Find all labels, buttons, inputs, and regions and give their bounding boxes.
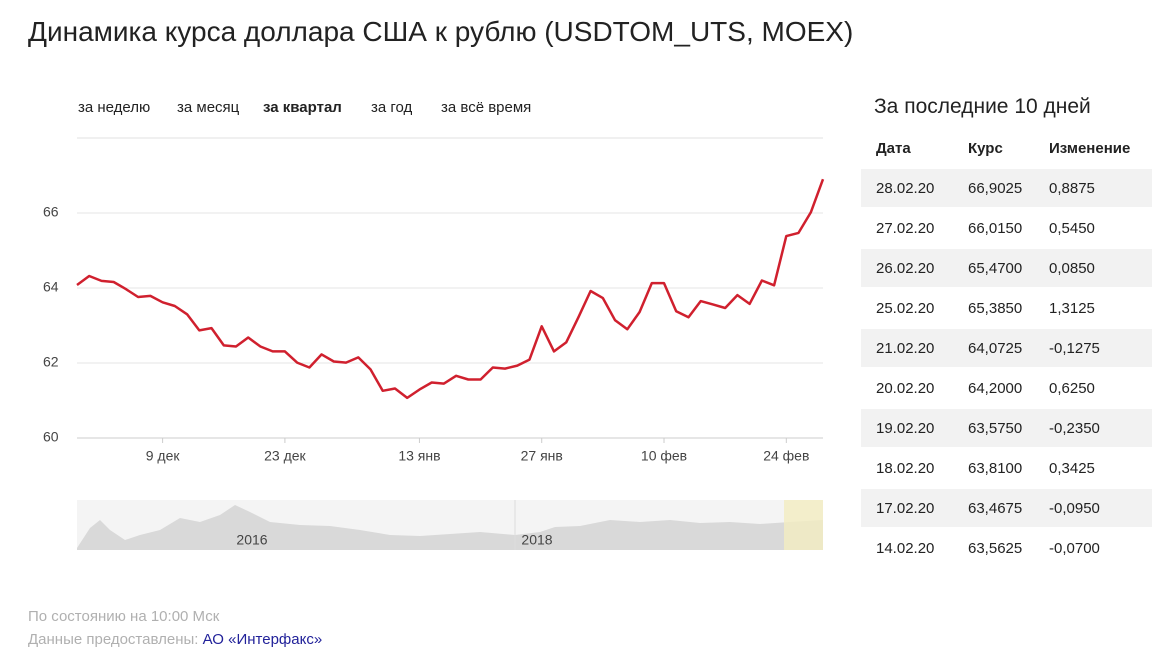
column-header: Курс [968,140,1003,157]
table-heading: За последние 10 дней [874,95,1091,118]
table-row: 21.02.20 64,0725 -0,1275 [861,329,1152,367]
column-header: Изменение [1049,140,1131,157]
table-row: 27.02.20 66,0150 0,5450 [861,209,1152,247]
x-tick-label: 9 дек [146,448,181,464]
table-row: 17.02.20 63,4675 -0,0950 [861,489,1152,527]
y-tick-label: 62 [43,354,59,370]
x-tick-label: 13 янв [398,448,440,464]
cell: -0,1275 [1049,340,1100,357]
navigator-window[interactable] [784,500,823,550]
cell: 65,4700 [968,260,1023,277]
chart: 2016 2018 60 62 64 66 9 дек 23 дек 13 янв 27 ян… [43,137,825,550]
cell: 14.02.20 [876,540,935,557]
page-title: Динамика курса доллара США к рублю (USDT… [28,16,854,47]
cell: 17.02.20 [876,500,935,517]
cell: 28.02.20 [876,180,935,197]
navigator-label: 2016 [236,532,267,548]
cell: 0,8875 [1049,180,1095,197]
column-header: Дата [876,140,911,157]
cell: 63,4675 [968,500,1023,517]
cell: 63,8100 [968,460,1023,477]
cell: 0,6250 [1049,380,1095,397]
cell: -0,0700 [1049,540,1100,557]
status: По состоянию на 10:00 Мск [28,608,220,625]
table-row: 26.02.20 65,4700 0,0850 [861,249,1152,287]
navigator-area [77,505,823,550]
cell: 0,3425 [1049,460,1095,477]
source: Данные предоставлены: АО «Интерфакс» [28,631,322,648]
table-row: 18.02.20 63,8100 0,3425 [861,449,1152,487]
table-row: 20.02.20 64,2000 0,6250 [861,369,1152,407]
tab[interactable]: за год [371,99,413,116]
cell: 66,0150 [968,220,1023,237]
cell: 26.02.20 [876,260,935,277]
tab[interactable]: за неделю [78,99,151,116]
cell: -0,0950 [1049,500,1100,517]
y-tick-label: 64 [43,279,59,295]
cell: 64,2000 [968,380,1023,397]
cell: 19.02.20 [876,420,935,437]
cell: 18.02.20 [876,460,935,477]
table-row: 14.02.20 63,5625 -0,0700 [861,529,1152,567]
cell: 25.02.20 [876,300,935,317]
cell: -0,2350 [1049,420,1100,437]
y-tick-label: 60 [43,429,59,445]
cell: 66,9025 [968,180,1023,197]
cell: 20.02.20 [876,380,935,397]
navigator-label: 2018 [521,532,552,548]
cell: 63,5625 [968,540,1023,557]
cell: 64,0725 [968,340,1023,357]
table-row: 25.02.20 65,3850 1,3125 [861,289,1152,327]
price-line [76,178,825,400]
table-row: 19.02.20 63,5750 -0,2350 [861,409,1152,447]
cell: 0,5450 [1049,220,1095,237]
cell: 63,5750 [968,420,1023,437]
x-tick-label: 23 дек [264,448,306,464]
cell: 27.02.20 [876,220,935,237]
tab[interactable]: за квартал [263,99,342,116]
cell: 21.02.20 [876,340,935,357]
x-tick-label: 10 фев [641,448,687,464]
cell: 65,3850 [968,300,1023,317]
source-link[interactable]: АО «Интерфакс» [202,631,323,648]
cell: 0,0850 [1049,260,1095,277]
cell: 1,3125 [1049,300,1095,317]
tab[interactable]: за всё время [441,99,532,116]
x-tick-label: 27 янв [521,448,563,464]
tab[interactable]: за месяц [177,99,240,116]
table-row: 28.02.20 66,9025 0,8875 [861,169,1152,207]
x-tick-label: 24 фев [763,448,809,464]
source-prefix: Данные предоставлены: [28,631,199,648]
y-tick-label: 66 [43,204,59,220]
